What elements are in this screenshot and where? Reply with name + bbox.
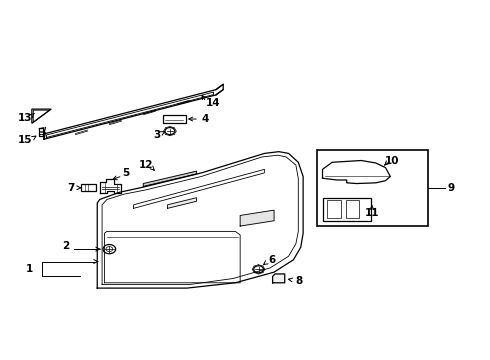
Polygon shape [143,171,196,186]
Bar [327,200,341,218]
Bar [317,150,428,226]
Text: 11: 11 [365,208,379,217]
Text: 10: 10 [385,156,399,166]
Text: 5: 5 [122,168,130,178]
Polygon shape [168,198,196,208]
Polygon shape [240,210,274,226]
Bar [163,115,186,123]
Text: 2: 2 [62,240,70,251]
Polygon shape [272,274,285,283]
Bar [346,200,359,218]
Text: 4: 4 [201,114,209,124]
Bar [322,198,371,221]
Text: 7: 7 [68,183,75,193]
Text: 3: 3 [153,130,160,140]
Text: 15: 15 [18,135,32,145]
Bar [81,184,96,192]
Text: 8: 8 [295,276,303,286]
Text: 14: 14 [206,98,220,108]
Text: 9: 9 [447,183,454,193]
Text: 13: 13 [17,113,32,123]
Text: 6: 6 [268,255,275,265]
Text: 1: 1 [26,264,33,274]
Text: 12: 12 [139,161,153,171]
